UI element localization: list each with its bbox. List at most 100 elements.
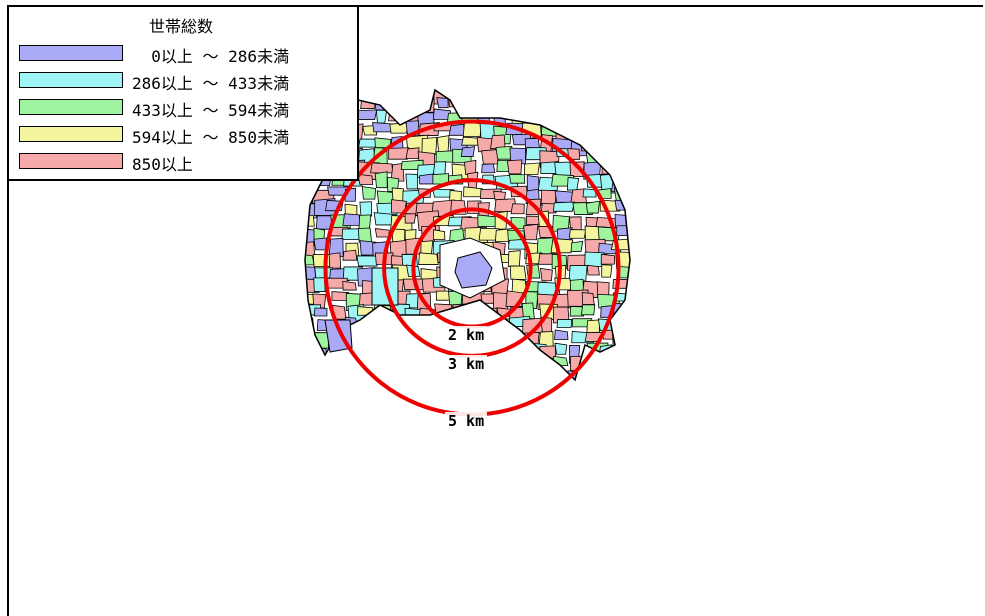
district-cell: [495, 355, 513, 370]
district-outline: [304, 88, 631, 382]
district-cell: [554, 90, 566, 101]
district-cell: [436, 135, 450, 154]
district-cell: [510, 203, 525, 215]
district-cell: [305, 370, 315, 380]
legend-swatch: [19, 153, 123, 169]
legend-item: 0以上 ～ 286未満: [9, 42, 357, 66]
district-cell: [463, 90, 475, 100]
district-cell: [342, 213, 361, 226]
district-cell: [611, 136, 627, 147]
district-cell: [629, 278, 630, 296]
district-cell: [357, 90, 374, 99]
district-cell: [388, 147, 410, 160]
district-cell: [582, 90, 595, 99]
district-cell: [436, 97, 449, 109]
district-cell: [372, 304, 391, 322]
legend-label: 850以上: [132, 155, 193, 174]
district-cell: [614, 90, 630, 100]
district-cell: [387, 357, 401, 370]
district-cell: [507, 355, 522, 370]
district-cell: [371, 344, 387, 357]
district-cell: [585, 383, 608, 396]
district-cell: [596, 96, 615, 107]
district-cell: [359, 332, 380, 349]
district-cell: [538, 95, 557, 108]
district-cell: [615, 369, 630, 380]
district-cell: [566, 176, 580, 191]
district-cell: [447, 371, 471, 380]
district-cell: [520, 96, 538, 116]
district-cell: [627, 108, 630, 124]
district-cell: [585, 200, 600, 214]
district-cell: [539, 90, 555, 92]
district-cell: [598, 134, 617, 152]
legend-label: 433以上 ～ 594未満: [132, 101, 290, 120]
district-cell: [556, 108, 573, 121]
district-cell: [611, 150, 630, 164]
district-cell: [506, 159, 523, 175]
district-cell: [586, 264, 600, 276]
district-cell: [356, 342, 370, 361]
district-cell: [508, 371, 523, 380]
district-cell: [357, 109, 378, 120]
district-cell: [612, 303, 630, 318]
legend-label: 0以上 ～ 286未満: [132, 47, 290, 66]
district-cell: [493, 190, 506, 201]
district-cell: [388, 370, 405, 380]
district-cell: [508, 98, 526, 110]
legend-label: 286以上 ～ 433未満: [132, 74, 290, 93]
district-cell: [629, 294, 630, 306]
district-cell: [628, 329, 630, 341]
district-cell: [556, 319, 573, 328]
district-cell: [405, 173, 418, 190]
legend-title: 世帯総数: [149, 17, 214, 36]
district-cell: [481, 163, 496, 174]
legend-item: 286以上 ～ 433未満: [9, 69, 357, 93]
district-cell: [586, 319, 600, 334]
district-cell: [478, 90, 499, 100]
district-cell: [569, 90, 585, 98]
district-cell: [401, 97, 424, 108]
district-cell: [479, 97, 493, 111]
district-cell: [629, 174, 630, 190]
district-cell: [600, 253, 615, 265]
district-cell: [479, 381, 498, 394]
district-cell: [612, 319, 628, 337]
district-cell: [524, 360, 545, 375]
district-cell: [357, 227, 373, 243]
district-cell: [612, 345, 630, 360]
district-cell: [433, 370, 447, 380]
district-cell: [555, 123, 570, 141]
district-cell: [462, 98, 476, 114]
district-cell: [570, 384, 589, 403]
district-cell: [305, 330, 314, 345]
district-cell: [596, 150, 612, 161]
district-cell: [309, 346, 327, 366]
district-cell: [526, 175, 540, 192]
district-cell: [464, 386, 482, 401]
district-cell: [305, 253, 315, 266]
district-cell: [477, 214, 498, 227]
district-cell: [375, 320, 391, 333]
district-cell: [523, 382, 537, 391]
district-cell: [493, 370, 512, 380]
district-cell: [581, 292, 595, 305]
district-cell: [628, 187, 630, 202]
district-cell: [296, 384, 317, 394]
district-cell: [626, 357, 630, 374]
district-cell: [374, 171, 388, 189]
district-cell: [492, 331, 515, 342]
district-cell: [601, 264, 613, 278]
ring-label-5km: 5 km: [445, 412, 488, 430]
district-cell: [418, 355, 433, 367]
district-cell: [360, 386, 377, 400]
district-cell: [627, 213, 630, 228]
district-cell: [554, 329, 569, 340]
district-cell: [629, 255, 630, 270]
district-cell: [357, 173, 374, 185]
district-cell: [599, 371, 620, 380]
district-cell: [598, 109, 615, 121]
district-cell: [330, 367, 351, 380]
district-cell: [403, 384, 423, 394]
district-cell: [628, 200, 630, 218]
